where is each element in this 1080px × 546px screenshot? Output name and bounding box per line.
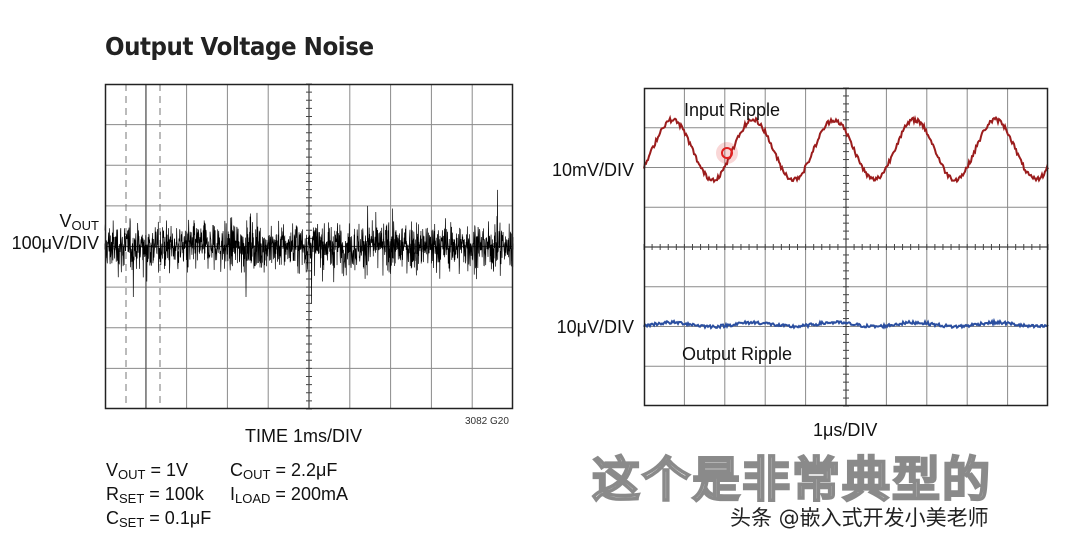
noise-trace — [104, 189, 514, 304]
chart-title: Output Voltage Noise — [105, 32, 374, 61]
ripple-chart — [643, 87, 1049, 407]
noise-y-label-sub: OUT — [71, 218, 99, 233]
output-ripple-series-line — [643, 317, 1049, 330]
condition-cset: CSET = 0.1μF — [106, 508, 212, 530]
noise-y-scale: 100μV/DIV — [11, 233, 99, 253]
output-ripple-scale: 10μV/DIV — [556, 317, 634, 337]
conditions-column-left: VOUT = 1V RSET = 100k CSET = 0.1μF — [106, 458, 211, 530]
ripple-plot-frame — [643, 87, 1049, 407]
video-subtitle: 这个是非常典型的 — [591, 451, 993, 509]
noise-y-label-main: V — [59, 211, 72, 231]
noise-chart — [104, 83, 514, 410]
condition-rset: RSET = 100k — [106, 484, 204, 506]
condition-iload: ILOAD = 200mA — [230, 484, 348, 506]
noise-x-axis-label: TIME 1ms/DIV — [245, 426, 363, 446]
noise-plot-frame — [104, 83, 514, 410]
watermark-text: 头条 @嵌入式开发小美老师 — [730, 506, 989, 530]
condition-vout: VOUT = 1V — [106, 460, 188, 482]
ripple-x-axis-label: 1μs/DIV — [813, 420, 878, 440]
condition-cout: COUT = 2.2μF — [230, 460, 338, 482]
noise-y-axis-label: VOUT 100μV/DIV — [12, 210, 99, 254]
output-ripple-label: Output Ripple — [682, 344, 793, 364]
ripple-traces — [643, 114, 1049, 330]
input-ripple-label: Input Ripple — [684, 100, 781, 120]
figure-code: 3082 G20 — [465, 416, 509, 427]
input-ripple-series-line — [643, 114, 1049, 184]
noise-series-line — [104, 189, 514, 304]
conditions-column-right: COUT = 2.2μF ILOAD = 200mA — [230, 458, 348, 506]
ripple-grid — [643, 87, 1049, 407]
input-ripple-scale: 10mV/DIV — [551, 160, 634, 180]
cursor-indicator — [716, 142, 738, 164]
